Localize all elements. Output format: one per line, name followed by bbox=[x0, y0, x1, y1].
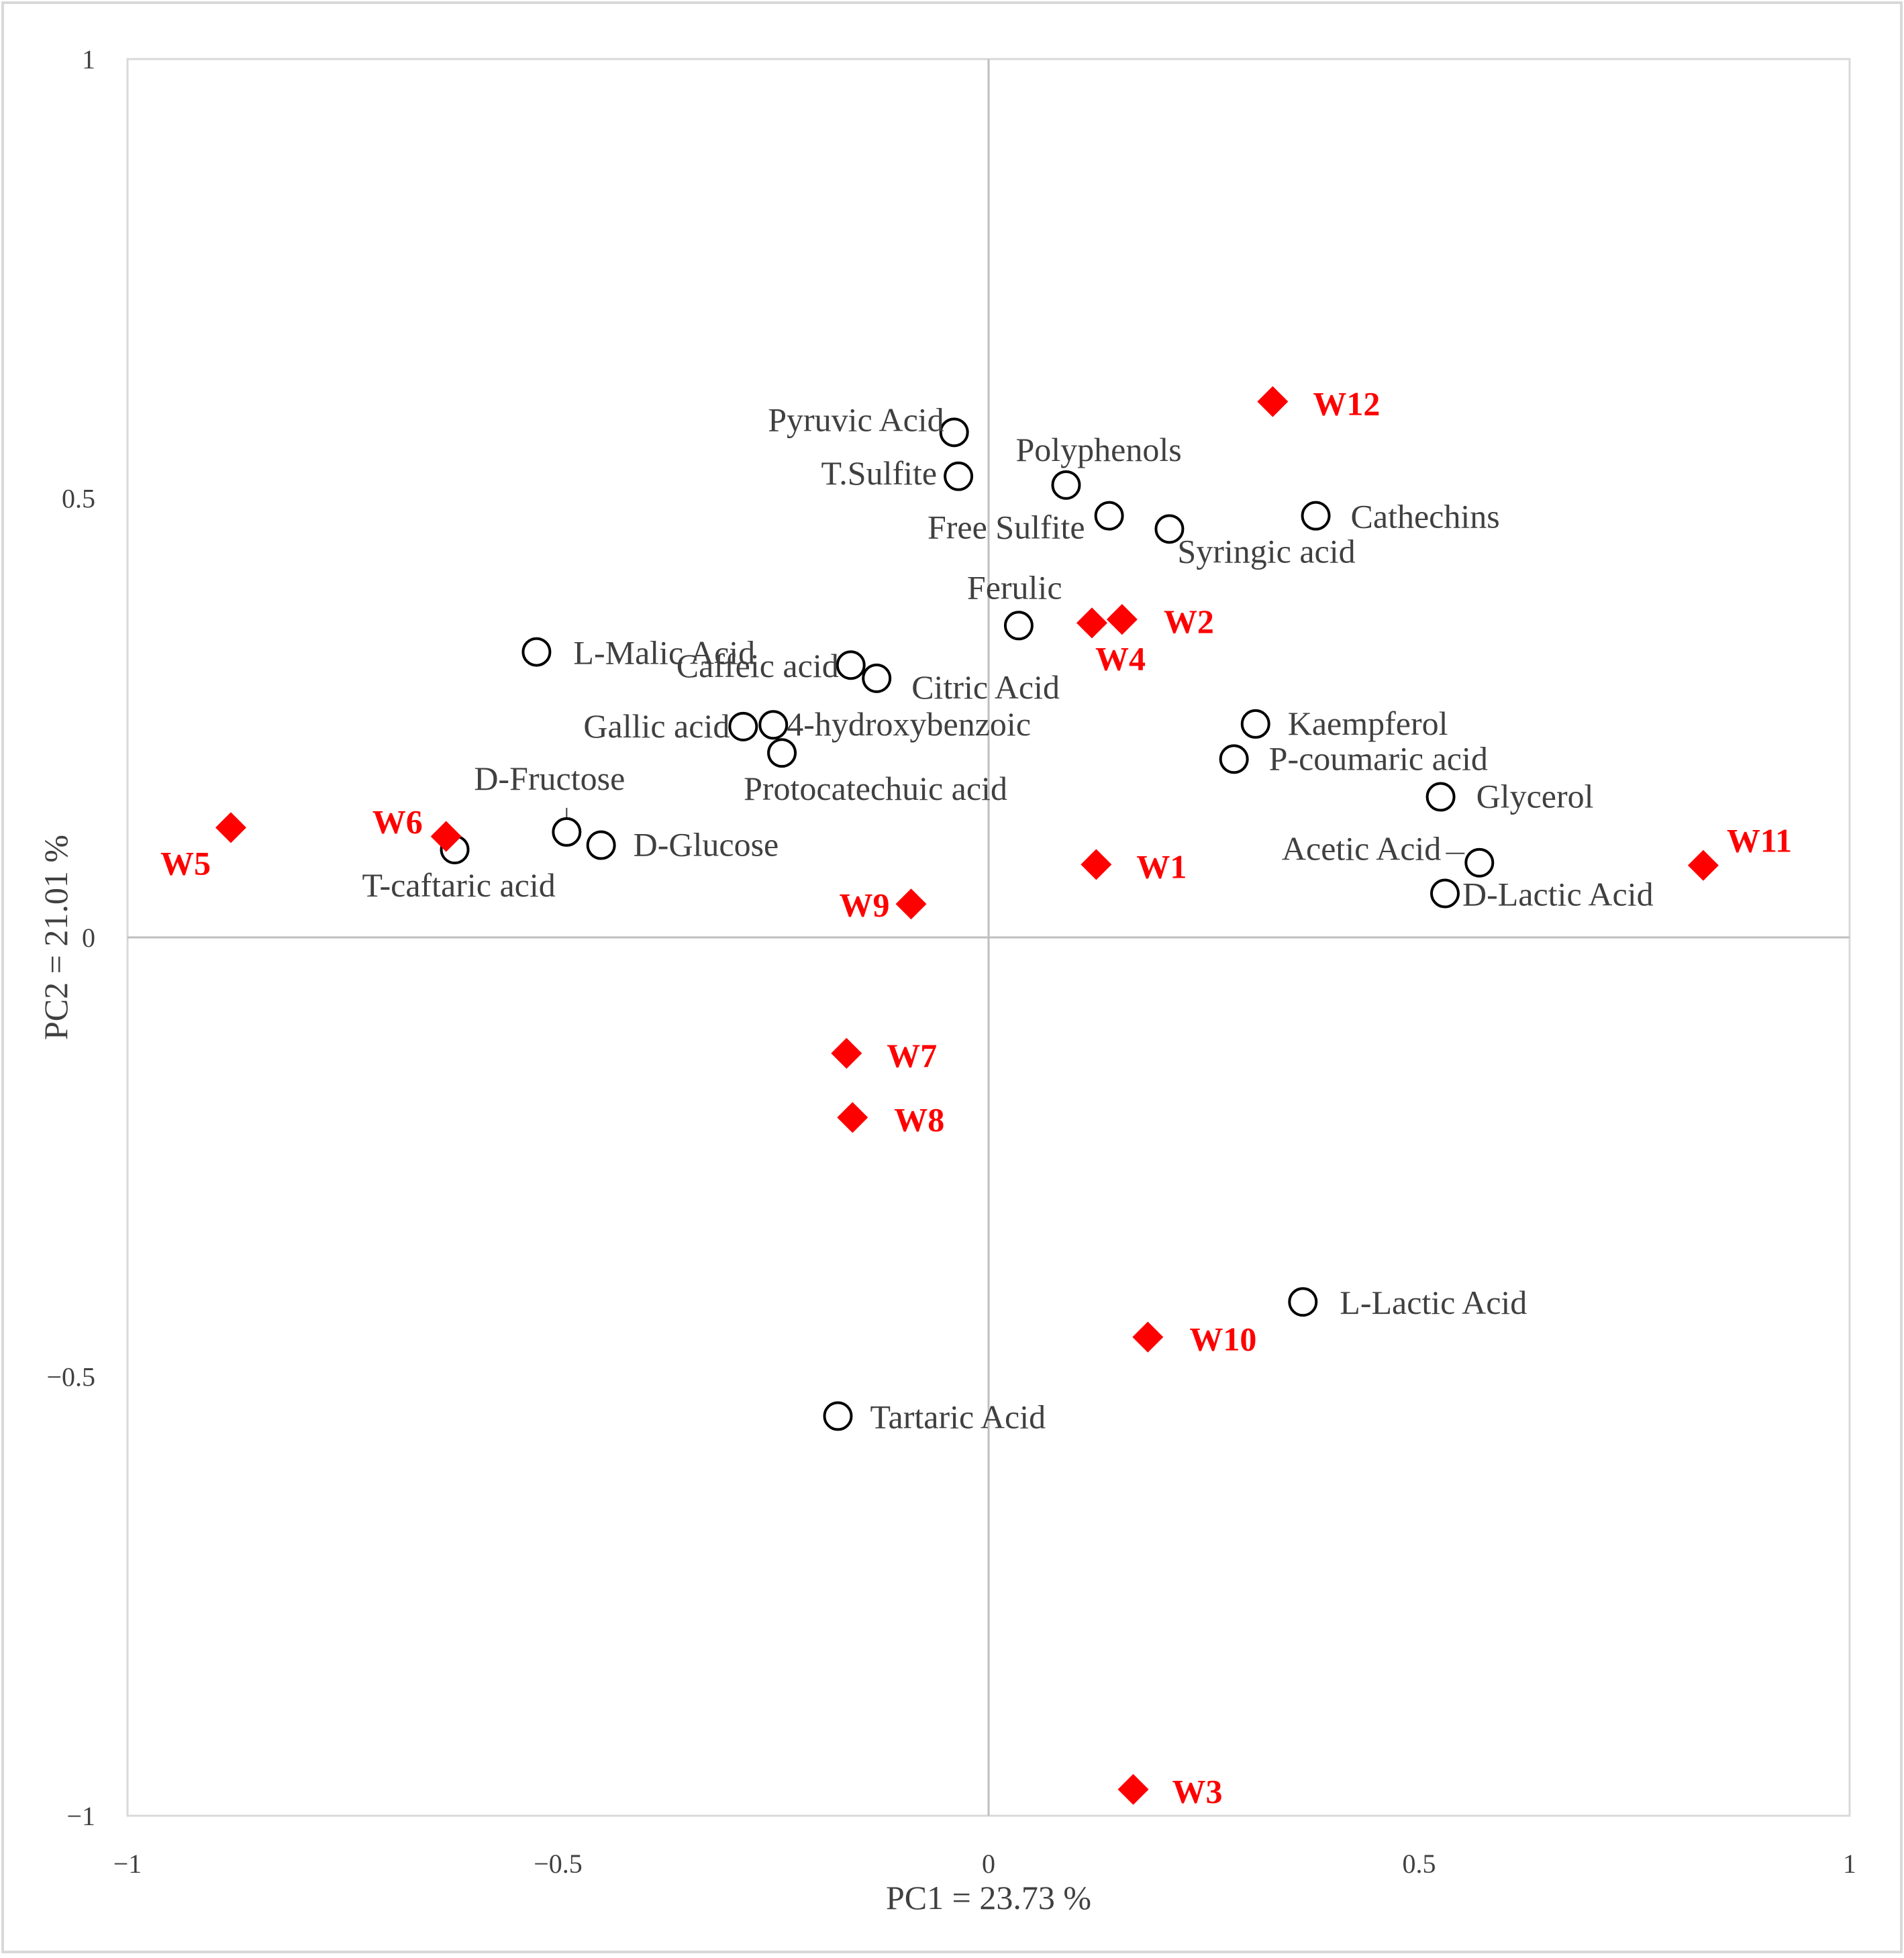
variable-point-free-sulfite bbox=[1094, 501, 1124, 531]
x-axis-title: PC1 = 23.73 % bbox=[886, 1879, 1091, 1916]
sample-point-w6 bbox=[430, 821, 462, 852]
y-tick-label: −1 bbox=[66, 1801, 95, 1831]
sample-label-w6: W6 bbox=[372, 803, 423, 840]
sample-label-w1: W1 bbox=[1136, 847, 1187, 885]
variable-point-d-lactic-acid bbox=[1430, 878, 1460, 909]
sample-point-w3 bbox=[1117, 1773, 1149, 1805]
sample-label-w11: W11 bbox=[1727, 822, 1792, 860]
variable-point-gallic-acid bbox=[728, 711, 758, 741]
sample-point-w8 bbox=[837, 1102, 868, 1133]
variable-label-d-lactic-acid: D-Lactic Acid bbox=[1462, 876, 1654, 913]
variable-label-d-glucose: D-Glucose bbox=[634, 826, 779, 864]
x-tick-label: 0 bbox=[982, 1849, 995, 1879]
variable-label-kaempferol: Kaempferol bbox=[1288, 705, 1448, 742]
variable-label-4-hydroxybenzoic: 4-hydroxybenzoic bbox=[787, 705, 1031, 743]
variable-point-polyphenols bbox=[1051, 470, 1081, 500]
sample-point-w10 bbox=[1132, 1321, 1164, 1353]
variable-point-t-sulfite bbox=[944, 461, 974, 491]
variable-point-l-lactic-acid bbox=[1288, 1287, 1318, 1317]
variable-label-t-sulfite: T.Sulfite bbox=[821, 454, 937, 492]
variable-point-tartaric-acid bbox=[823, 1401, 853, 1431]
variable-point-ferulic bbox=[1003, 611, 1034, 641]
variable-point-acetic-acid bbox=[1464, 847, 1495, 878]
sample-point-w7 bbox=[831, 1037, 862, 1069]
variable-label-acetic-acid: Acetic Acid bbox=[1282, 830, 1441, 868]
sample-point-w1 bbox=[1081, 849, 1112, 880]
sample-label-w5: W5 bbox=[160, 844, 211, 882]
y-tick-label: −0.5 bbox=[46, 1362, 95, 1392]
variable-point-d-glucose bbox=[586, 830, 616, 860]
variable-point-citric-acid bbox=[862, 663, 892, 693]
y-axis-title: PC2 = 21.01 % bbox=[37, 835, 74, 1040]
sample-label-w4: W4 bbox=[1095, 639, 1146, 677]
sample-label-w7: W7 bbox=[887, 1037, 937, 1074]
leader-lines bbox=[566, 807, 1465, 854]
sample-label-w3: W3 bbox=[1172, 1773, 1223, 1810]
variable-point-syringic-acid bbox=[1154, 514, 1185, 544]
sample-point-w9 bbox=[895, 888, 927, 920]
sample-point-w2 bbox=[1106, 604, 1138, 635]
sample-point-w5 bbox=[215, 812, 246, 843]
variable-point-cathechins bbox=[1301, 501, 1331, 531]
y-tick-labels: 1 0.5 0 −0.5 −1 bbox=[46, 44, 95, 1831]
variable-label-p-coumaric-acid: P-coumaric acid bbox=[1269, 739, 1488, 777]
variable-point-caffeic-acid bbox=[836, 650, 866, 680]
variable-label-gallic-acid: Gallic acid bbox=[583, 707, 730, 745]
variable-point-p-coumaric-acid bbox=[1219, 744, 1249, 774]
variable-label-citric-acid: Citric Acid bbox=[911, 668, 1060, 706]
variable-label-cathechins: Cathechins bbox=[1351, 498, 1500, 535]
sample-label-w2: W2 bbox=[1164, 603, 1214, 640]
data-point-labels: Pyruvic Acid T.Sulfite Polyphenols Free Sul… bbox=[160, 385, 1792, 1810]
variable-point-protocatechuic-acid bbox=[767, 738, 797, 768]
variable-label-pyruvic-acid: Pyruvic Acid bbox=[768, 401, 944, 438]
variable-label-tartaric-acid: Tartaric Acid bbox=[870, 1398, 1046, 1435]
variable-label-l-lactic-acid: L-Lactic Acid bbox=[1340, 1284, 1527, 1321]
y-tick-label: 1 bbox=[82, 44, 95, 74]
variable-label-protocatechuic-acid: Protocatechuic acid bbox=[744, 770, 1007, 807]
variable-label-ferulic: Ferulic bbox=[967, 568, 1062, 606]
variable-point-glycerol bbox=[1425, 782, 1456, 812]
sample-label-w8: W8 bbox=[894, 1100, 944, 1138]
x-tick-label: 1 bbox=[1843, 1849, 1856, 1879]
x-tick-label: −0.5 bbox=[534, 1849, 583, 1879]
variable-point-l-malic-acid bbox=[521, 637, 552, 667]
variable-label-d-fructose: D-Fructose bbox=[474, 760, 625, 797]
variable-point-kaempferol bbox=[1240, 709, 1270, 739]
y-tick-label: 0 bbox=[82, 923, 95, 953]
variable-label-caffeic-acid: Caffeic acid bbox=[677, 647, 839, 684]
y-tick-label: 0.5 bbox=[62, 484, 95, 514]
x-tick-label: 0.5 bbox=[1403, 1849, 1436, 1879]
sample-point-w11 bbox=[1687, 849, 1719, 881]
variable-label-syringic-acid: Syringic acid bbox=[1177, 532, 1355, 570]
sample-label-w9: W9 bbox=[840, 886, 890, 923]
variable-label-t-caftaric-acid: T-caftaric acid bbox=[362, 866, 556, 904]
variable-point-pyruvic-acid bbox=[939, 417, 969, 448]
sample-label-w10: W10 bbox=[1189, 1321, 1256, 1358]
variable-label-polyphenols: Polyphenols bbox=[1015, 431, 1181, 468]
sample-label-w12: W12 bbox=[1313, 385, 1380, 423]
variable-point-4-hydroxybenzoic bbox=[758, 710, 789, 740]
x-tick-labels: −1 −0.5 0 0.5 1 bbox=[113, 1849, 1856, 1879]
variable-label-free-sulfite: Free Sulfite bbox=[928, 509, 1085, 546]
sample-point-w4 bbox=[1076, 607, 1107, 639]
variable-label-l-malic-acid: L-Malic Acid bbox=[573, 634, 755, 672]
variable-point-d-fructose bbox=[552, 817, 582, 847]
data-points bbox=[215, 386, 1719, 1805]
x-tick-label: −1 bbox=[113, 1849, 142, 1879]
variable-label-glycerol: Glycerol bbox=[1476, 778, 1594, 815]
sample-point-w12 bbox=[1257, 386, 1289, 417]
